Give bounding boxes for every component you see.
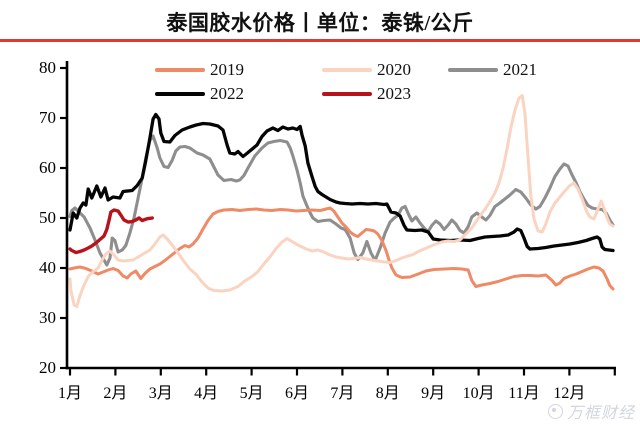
- x-tick-label: 12月: [553, 385, 586, 402]
- watermark-text: 万框财经: [566, 405, 635, 422]
- x-tick-label: 7月: [330, 385, 355, 402]
- x-tick-label: 4月: [194, 385, 219, 402]
- x-tick-label: 8月: [375, 385, 400, 402]
- weibo-camera-icon: [547, 403, 563, 419]
- x-tick-label: 9月: [421, 385, 446, 402]
- y-tick-label: 40: [39, 258, 56, 277]
- series-2022-line: [68, 112, 615, 253]
- x-tick-label: 11月: [508, 385, 540, 402]
- x-tick-label: 6月: [284, 385, 309, 402]
- y-tick-label: 30: [39, 308, 56, 327]
- y-tick-label: 60: [39, 158, 56, 177]
- x-tick-label: 5月: [239, 385, 264, 402]
- chart-title: 泰国胶水价格丨单位：泰铢/公斤: [166, 11, 474, 35]
- x-tick-label: 3月: [148, 385, 173, 402]
- y-tick-label: 80: [39, 58, 56, 77]
- series-2023-line: [68, 208, 154, 255]
- x-tick-label: 10月: [462, 385, 495, 402]
- y-tick-label: 20: [39, 358, 56, 377]
- series-2019-line: [68, 206, 615, 291]
- series-2020-line: [68, 94, 615, 308]
- x-tick-label: 1月: [57, 385, 82, 402]
- title-underline-rule: [0, 39, 640, 42]
- watermark: 万框财经: [547, 399, 635, 423]
- y-tick-label: 50: [39, 208, 56, 227]
- y-tick-label: 70: [39, 108, 56, 127]
- x-tick-label: 2月: [103, 385, 128, 402]
